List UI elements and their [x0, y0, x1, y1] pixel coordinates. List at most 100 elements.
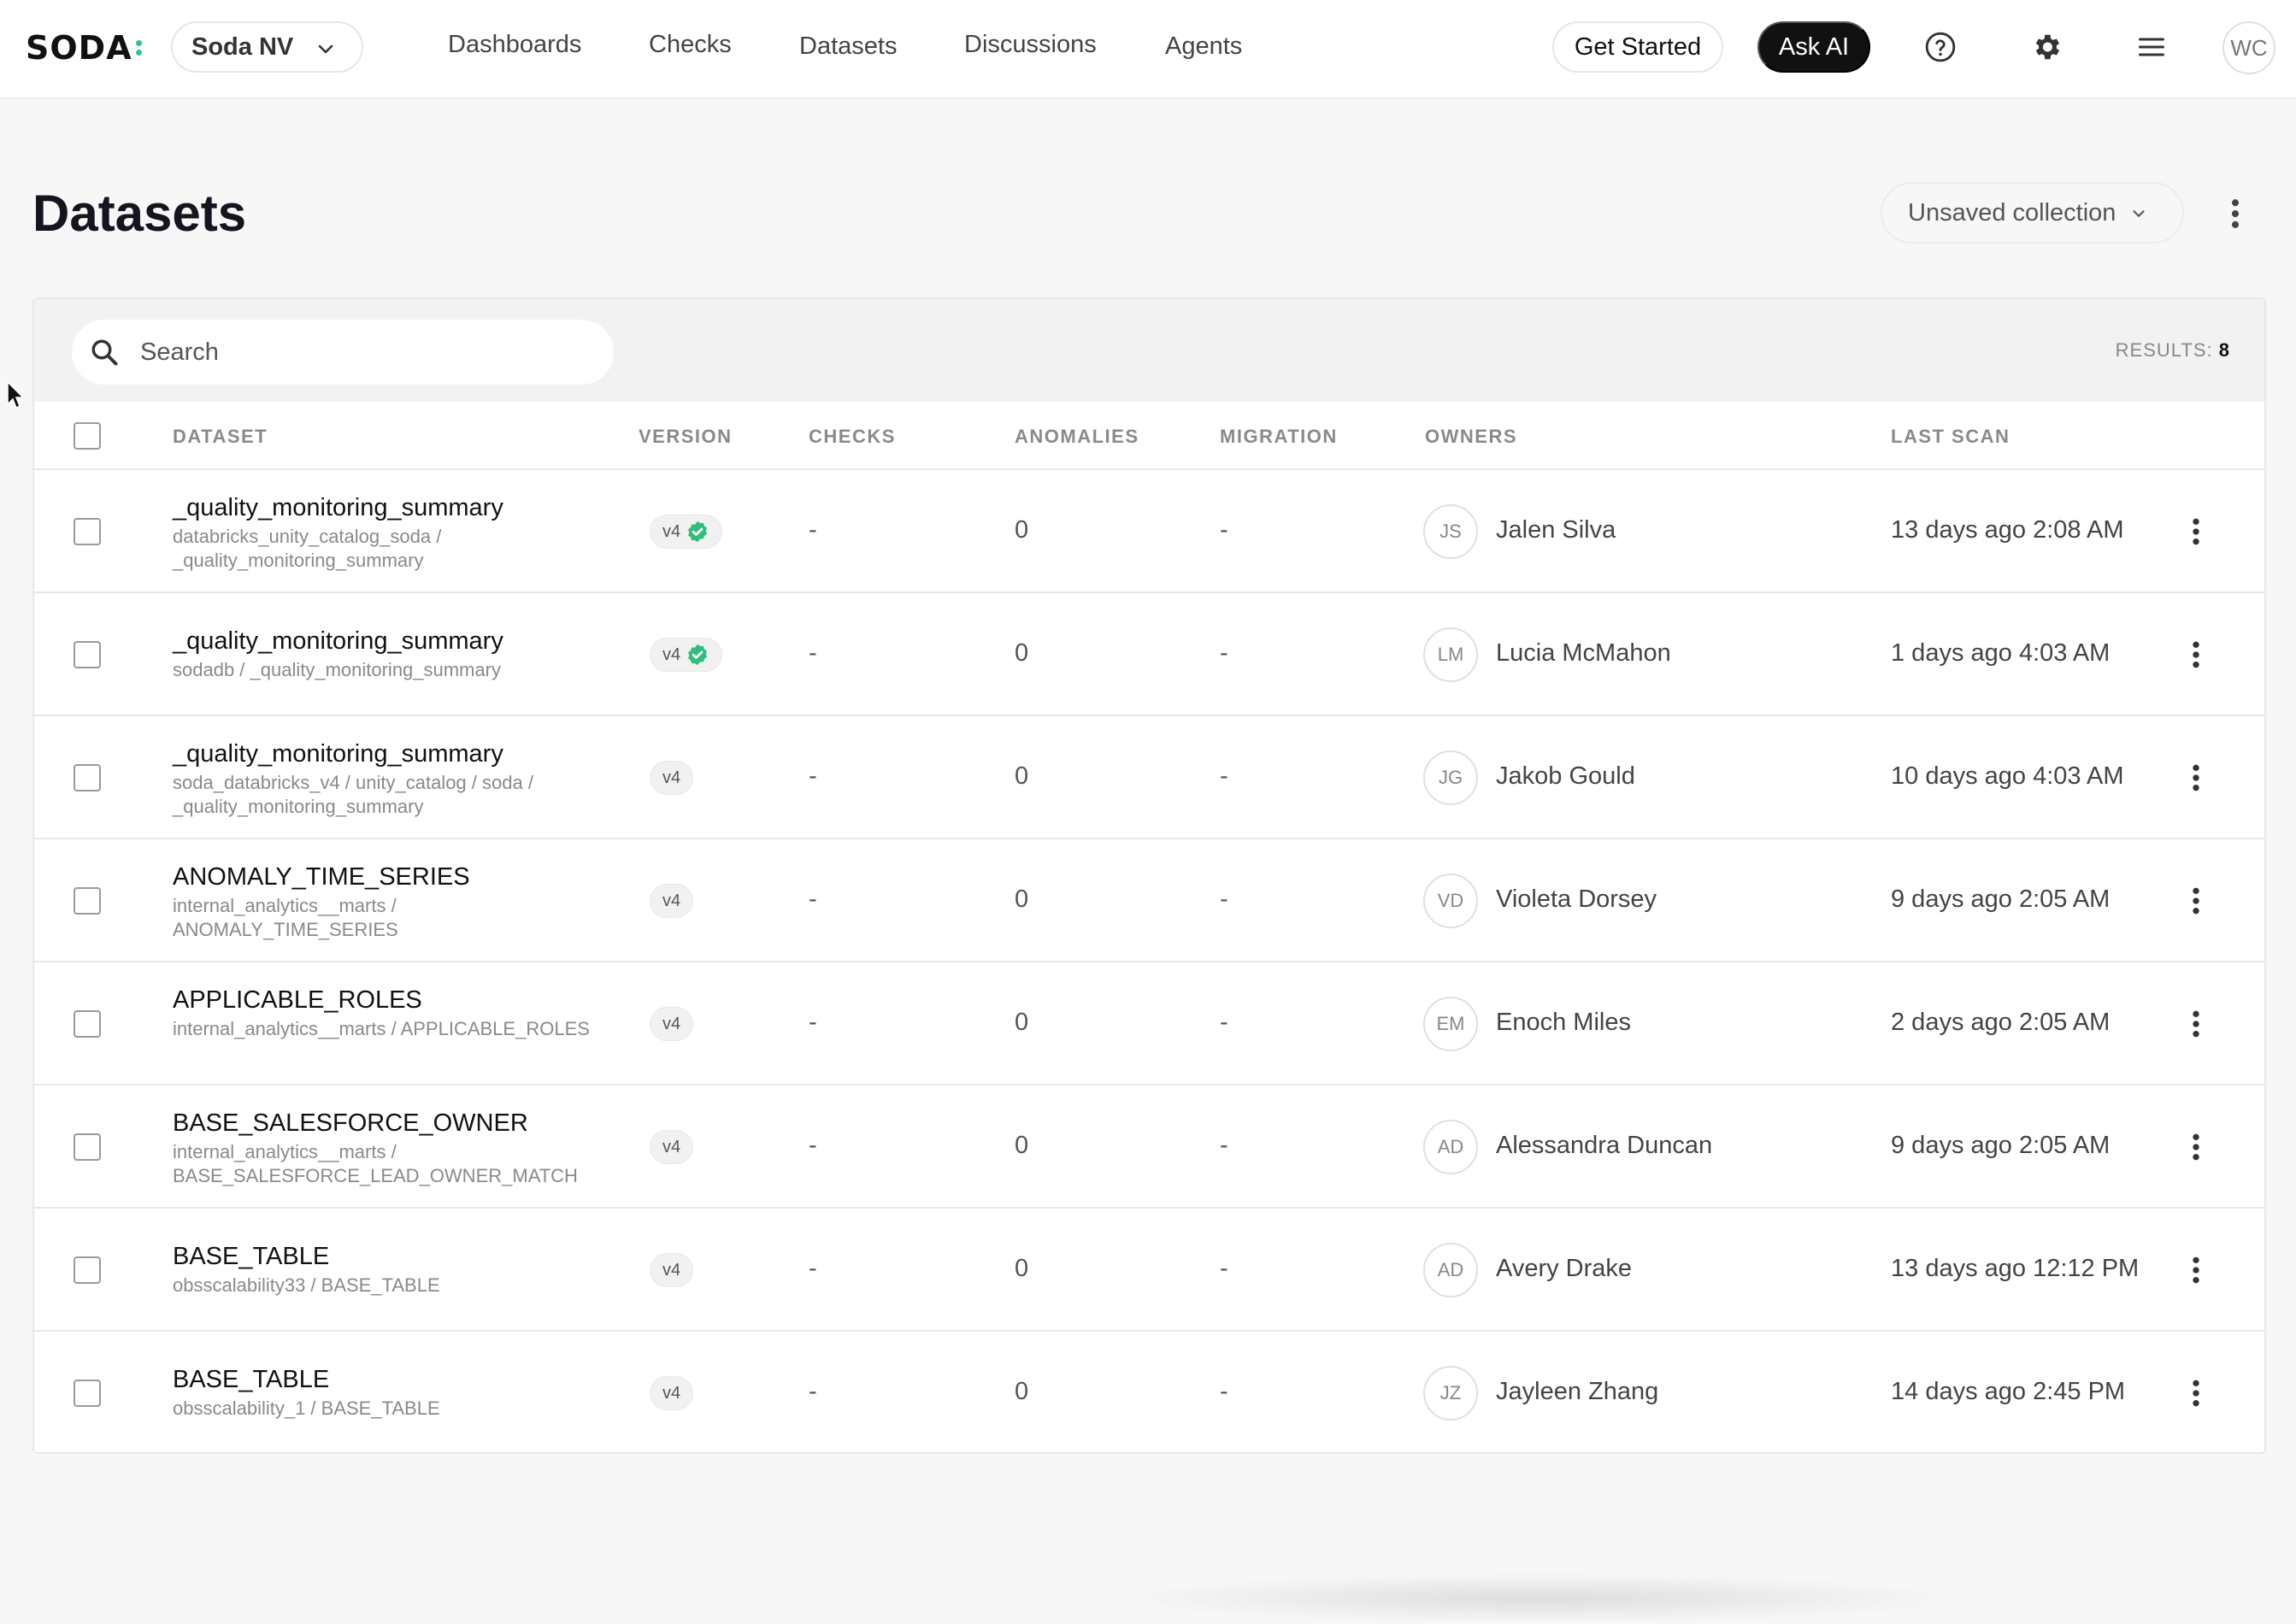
last-scan-value: 2 days ago 2:05 AM: [1891, 1009, 2111, 1036]
version-label: v4: [662, 768, 681, 787]
get-started-button[interactable]: Get Started: [1552, 21, 1723, 73]
row-options-button[interactable]: [2187, 515, 2205, 553]
org-selector[interactable]: Soda NV: [171, 21, 363, 73]
row-options-button[interactable]: [2187, 761, 2205, 799]
verified-badge-icon: [688, 644, 708, 666]
nav-link-checks[interactable]: Checks: [649, 31, 732, 58]
nav-link-agents[interactable]: Agents: [1165, 32, 1243, 60]
row-checkbox[interactable]: [74, 887, 101, 915]
checks-value: -: [809, 1132, 817, 1159]
col-header-owners[interactable]: OWNERS: [1425, 426, 1517, 447]
table-row[interactable]: BASE_TABLE obsscalability_1 / BASE_TABLE v…: [34, 1332, 2264, 1452]
collection-name: Unsaved collection: [1908, 198, 2116, 227]
dataset-name[interactable]: _quality_monitoring_summary: [173, 627, 503, 655]
col-header-checks[interactable]: CHECKS: [809, 426, 896, 447]
table-row[interactable]: _quality_monitoring_summary soda_databric…: [34, 716, 2264, 839]
owner-name: Jayleen Zhang: [1496, 1378, 1659, 1405]
settings-button[interactable]: [2027, 27, 2066, 67]
row-checkbox[interactable]: [74, 1256, 101, 1284]
owner-name: Jalen Silva: [1496, 516, 1616, 544]
row-options-button[interactable]: [2187, 1253, 2205, 1292]
more-vertical-icon: [2193, 641, 2199, 668]
help-button[interactable]: [1921, 27, 1960, 67]
row-checkbox[interactable]: [74, 1133, 101, 1161]
main-menu-button[interactable]: [2132, 27, 2171, 67]
search-input[interactable]: [140, 330, 585, 374]
version-badge: v4: [650, 1253, 694, 1287]
table-row[interactable]: BASE_SALESFORCE_OWNER internal_analytics_…: [34, 1086, 2264, 1209]
dataset-name[interactable]: _quality_monitoring_summary: [173, 740, 503, 768]
logo-dots-icon: [135, 40, 142, 56]
nav-link-dashboards[interactable]: Dashboards: [448, 31, 582, 58]
row-options-button[interactable]: [2187, 1007, 2205, 1045]
row-checkbox[interactable]: [74, 518, 101, 545]
anomalies-value: 0: [1015, 1009, 1029, 1036]
soda-logo[interactable]: SODA: [26, 29, 142, 67]
dataset-path: soda_databricks_v4 / unity_catalog / sod…: [173, 772, 533, 817]
row-checkbox[interactable]: [74, 1010, 101, 1038]
version-badge: v4: [650, 515, 723, 549]
dataset-path: internal_analytics__marts / APPLICABLE_R…: [173, 1018, 590, 1039]
collection-selector[interactable]: Unsaved collection: [1881, 182, 2184, 244]
dataset-name[interactable]: APPLICABLE_ROLES: [173, 986, 422, 1014]
checks-value: -: [809, 639, 817, 667]
col-header-dataset[interactable]: DATASET: [173, 426, 268, 447]
owner-avatar: VD: [1423, 874, 1478, 928]
ask-ai-button[interactable]: Ask AI: [1757, 21, 1870, 73]
dataset-name[interactable]: BASE_SALESFORCE_OWNER: [173, 1109, 528, 1137]
more-vertical-icon: [2193, 887, 2199, 915]
menu-icon: [2139, 38, 2164, 56]
anomalies-value: 0: [1015, 1255, 1029, 1282]
anomalies-value: 0: [1015, 639, 1029, 667]
more-vertical-icon: [2193, 518, 2199, 545]
table-row[interactable]: BASE_TABLE obsscalability33 / BASE_TABLE v…: [34, 1209, 2264, 1332]
anomalies-value: 0: [1015, 1132, 1029, 1159]
row-checkbox[interactable]: [74, 764, 101, 791]
migration-value: -: [1220, 1009, 1228, 1036]
page-options-button[interactable]: [2222, 195, 2248, 237]
row-checkbox[interactable]: [74, 641, 101, 668]
table-row[interactable]: APPLICABLE_ROLES internal_analytics__mart…: [34, 962, 2264, 1086]
datasets-table-panel: RESULTS: 8 DATASET VERSION CHECKS ANOMAL…: [32, 297, 2266, 1454]
last-scan-value: 10 days ago 4:03 AM: [1891, 762, 2124, 790]
version-label: v4: [662, 1383, 681, 1403]
dataset-name[interactable]: BASE_TABLE: [173, 1366, 330, 1393]
row-options-button[interactable]: [2187, 1376, 2205, 1415]
row-options-button[interactable]: [2187, 884, 2205, 922]
checks-value: -: [809, 516, 817, 544]
dataset-name[interactable]: ANOMALY_TIME_SERIES: [173, 863, 470, 891]
col-header-anomalies[interactable]: ANOMALIES: [1015, 426, 1139, 447]
col-header-version[interactable]: VERSION: [639, 426, 733, 447]
checks-value: -: [809, 1255, 817, 1282]
dataset-name[interactable]: _quality_monitoring_summary: [173, 494, 503, 521]
results-label: RESULTS:: [2115, 339, 2213, 361]
checks-value: -: [809, 1378, 817, 1405]
checks-value: -: [809, 886, 817, 913]
row-checkbox[interactable]: [74, 1380, 101, 1407]
table-row[interactable]: _quality_monitoring_summary databricks_un…: [34, 470, 2264, 593]
row-options-button[interactable]: [2187, 638, 2205, 676]
select-all-checkbox[interactable]: [74, 422, 101, 450]
chevron-down-icon: [2133, 210, 2145, 217]
user-avatar[interactable]: WC: [2222, 21, 2275, 74]
dataset-path: internal_analytics__marts / ANOMALY_TIME…: [173, 895, 398, 940]
col-header-last-scan[interactable]: LAST SCAN: [1891, 426, 2010, 447]
row-options-button[interactable]: [2187, 1130, 2205, 1168]
version-badge: v4: [650, 761, 694, 795]
page-title: Datasets: [32, 185, 247, 242]
table-row[interactable]: ANOMALY_TIME_SERIES internal_analytics__m…: [34, 839, 2264, 962]
nav-link-discussions[interactable]: Discussions: [964, 31, 1097, 58]
owner-name: Jakob Gould: [1496, 762, 1635, 790]
version-badge: v4: [650, 638, 723, 672]
search-box[interactable]: [72, 320, 614, 385]
version-badge: v4: [650, 884, 694, 918]
nav-link-datasets[interactable]: Datasets: [799, 32, 898, 60]
results-number: 8: [2218, 339, 2230, 361]
dataset-name[interactable]: BASE_TABLE: [173, 1243, 330, 1270]
version-badge: v4: [650, 1376, 694, 1410]
dataset-path: databricks_unity_catalog_soda / _quality…: [173, 526, 442, 571]
migration-value: -: [1220, 1132, 1228, 1159]
dataset-path: sodadb / _quality_monitoring_summary: [173, 659, 501, 680]
col-header-migration[interactable]: MIGRATION: [1220, 426, 1338, 447]
